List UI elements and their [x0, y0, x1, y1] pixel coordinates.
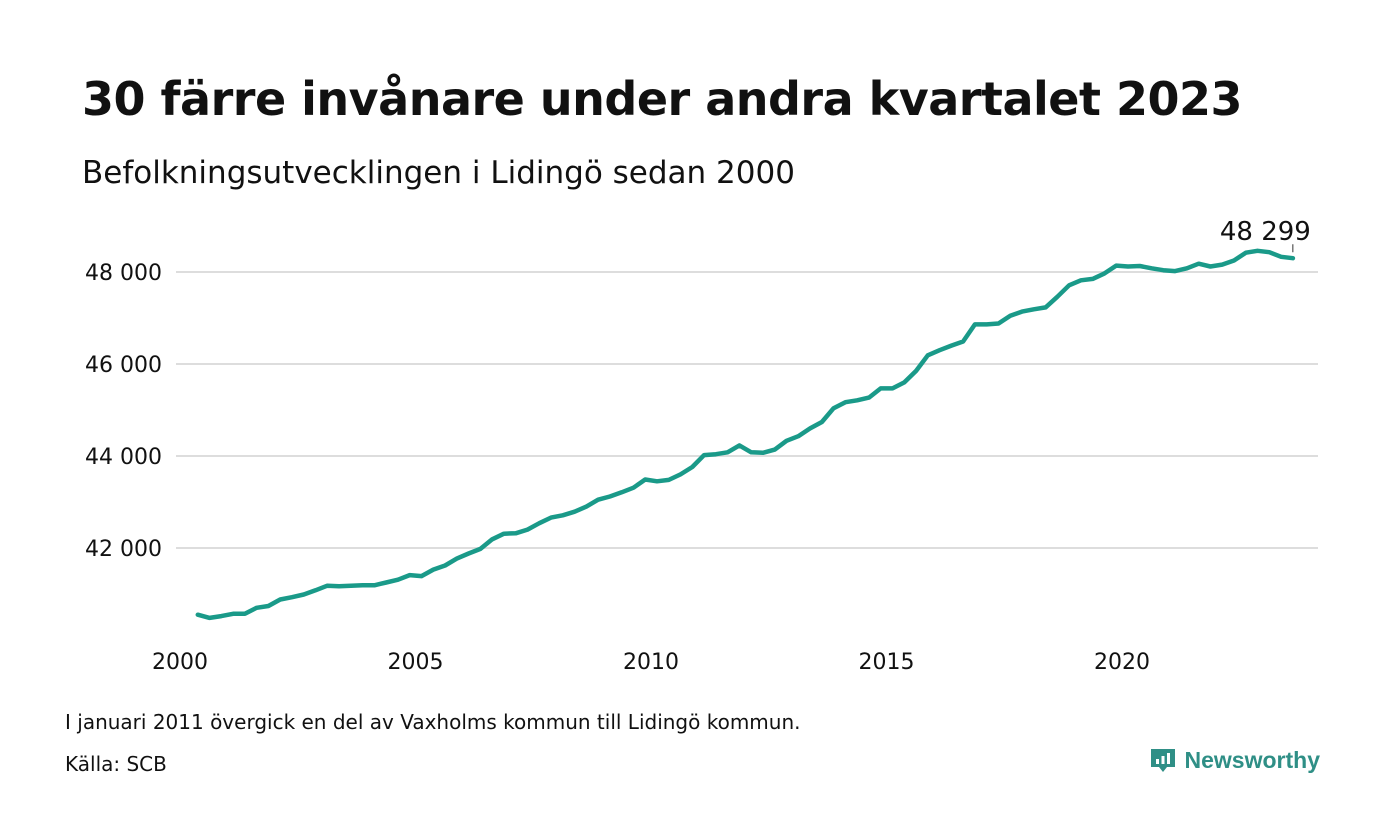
newsworthy-logo-icon [1150, 749, 1175, 772]
y-tick-label: 44 000 [85, 445, 162, 470]
x-axis-ticks: 2000 2005 2010 2015 2020 [152, 650, 1150, 675]
y-tick-label: 46 000 [85, 353, 162, 378]
brand-name: Newsworthy [1184, 746, 1320, 773]
newsworthy-brand: Newsworthy [1149, 746, 1320, 774]
series-layer [195, 248, 1296, 621]
y-tick-label: 48 000 [85, 261, 162, 286]
x-tick-label: 2020 [1094, 650, 1150, 675]
x-tick-label: 2015 [859, 650, 915, 675]
x-tick-label: 2000 [152, 650, 208, 675]
grid-lines [176, 271, 1318, 549]
x-tick-label: 2010 [623, 650, 679, 675]
population-series-line [195, 248, 1296, 621]
source-note: Källa: SCB [65, 752, 167, 776]
x-tick-label: 2005 [388, 650, 444, 675]
footnote: I januari 2011 övergick en del av Vaxhol… [65, 710, 801, 734]
end-value-label: 48 299 [1220, 217, 1311, 247]
y-axis-ticks: 42 000 44 000 46 000 48 000 [85, 261, 162, 562]
chart-subtitle: Befolkningsutvecklingen i Lidingö sedan … [82, 155, 795, 191]
y-tick-label: 42 000 [85, 537, 162, 562]
chart-title: 30 färre invånare under andra kvartalet … [82, 72, 1243, 126]
end-label-layer: 48 299 [1220, 217, 1311, 253]
